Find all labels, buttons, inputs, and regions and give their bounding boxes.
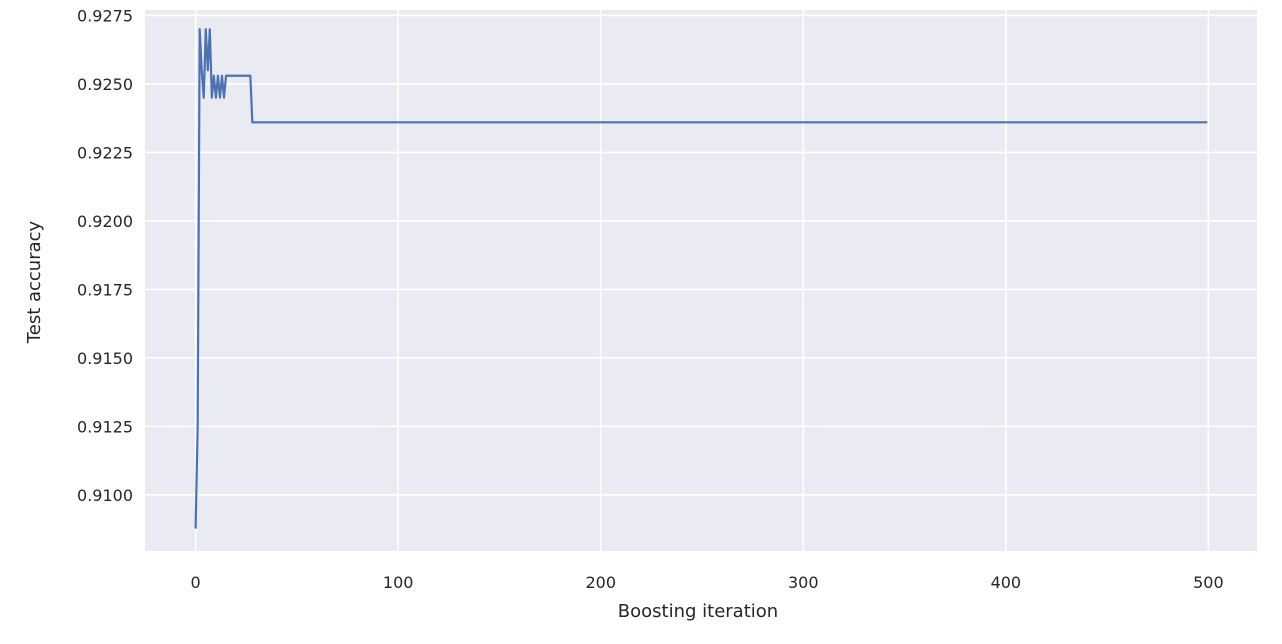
y-tick-label: 0.9175	[77, 280, 133, 299]
y-tick-label: 0.9250	[77, 75, 133, 94]
x-tick-label: 400	[991, 573, 1022, 592]
x-axis-ticks: 0 100 200 300 400 500	[191, 573, 1224, 592]
y-tick-label: 0.9225	[77, 143, 133, 162]
y-tick-label: 0.9100	[77, 486, 133, 505]
plot-background	[145, 10, 1257, 551]
series-layer	[194, 28, 1208, 529]
y-axis-ticks: 0.9100 0.9125 0.9150 0.9175 0.9200 0.9225 0.92…	[77, 6, 133, 504]
series-line	[194, 28, 1208, 529]
y-tick-label: 0.9275	[77, 6, 133, 25]
grid	[145, 10, 1257, 551]
y-tick-label: 0.9150	[77, 349, 133, 368]
x-tick-label: 300	[788, 573, 819, 592]
x-tick-label: 500	[1193, 573, 1224, 592]
y-axis-label: Test accuracy	[24, 220, 45, 344]
y-tick-label: 0.9125	[77, 417, 133, 436]
x-tick-label: 200	[585, 573, 616, 592]
x-axis-label: Boosting iteration	[618, 601, 778, 622]
y-tick-label: 0.9200	[77, 212, 133, 231]
x-tick-label: 0	[191, 573, 201, 592]
x-tick-label: 100	[383, 573, 414, 592]
